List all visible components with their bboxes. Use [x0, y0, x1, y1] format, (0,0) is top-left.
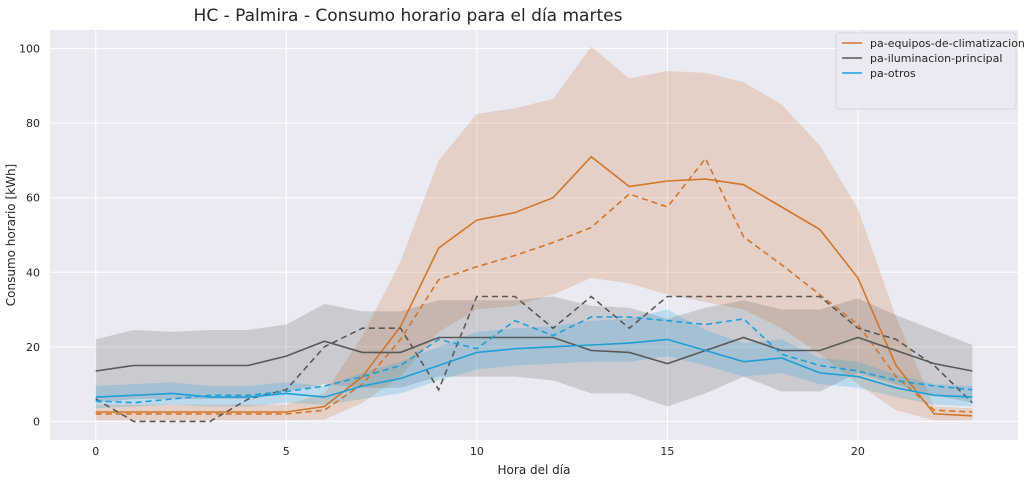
y-axis-ticks: 0 20 40 60 80 100: [19, 43, 40, 429]
confidence-band-1: [95, 296, 973, 407]
chart-title: HC - Palmira - Consumo horario para el d…: [194, 6, 623, 26]
y-tick-label: 20: [26, 341, 40, 354]
y-tick-label: 40: [26, 266, 40, 279]
legend-box: [835, 32, 1017, 110]
legend: pa-equipos-de-climatizacion pa-iluminacio…: [835, 32, 1025, 110]
y-tick-label: 0: [33, 415, 40, 428]
legend-label-1: pa-iluminacion-principal: [870, 52, 1002, 65]
x-tick-label: 5: [283, 445, 290, 458]
x-tick-label: 0: [92, 445, 99, 458]
series-dashed-line-0: [95, 157, 973, 415]
x-axis-ticks: 0 5 10 15 20: [92, 445, 865, 458]
series-dashed-line-2: [95, 316, 973, 404]
series-dashed-line-1: [95, 295, 973, 423]
confidence-band-0: [95, 46, 973, 421]
x-tick-label: 10: [470, 445, 484, 458]
x-axis-label: Hora del día: [498, 463, 571, 477]
y-tick-label: 100: [19, 43, 40, 56]
series-line-0: [95, 155, 973, 417]
legend-label-0: pa-equipos-de-climatizacion: [870, 37, 1025, 50]
y-tick-label: 60: [26, 192, 40, 205]
y-axis-label: Consumo horario [kWh]: [4, 164, 18, 306]
x-tick-label: 20: [851, 445, 865, 458]
series-line-1: [95, 336, 973, 372]
legend-label-2: pa-otros: [870, 67, 916, 80]
confidence-bands: [95, 46, 973, 421]
series-lines: [95, 155, 973, 423]
y-tick-label: 80: [26, 117, 40, 130]
confidence-band-2: [95, 309, 973, 409]
x-tick-label: 15: [660, 445, 674, 458]
series-line-2: [95, 338, 973, 398]
